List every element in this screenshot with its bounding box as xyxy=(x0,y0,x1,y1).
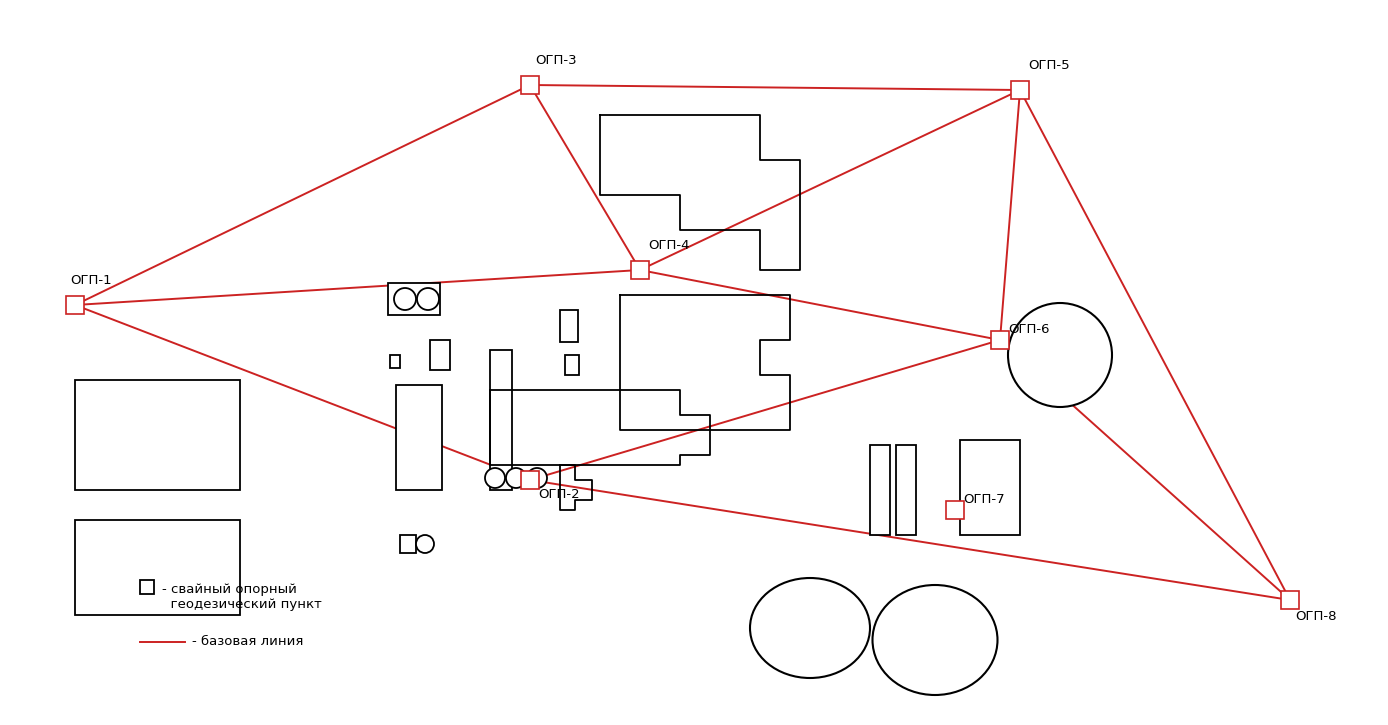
Text: ОГП-6: ОГП-6 xyxy=(1008,323,1049,336)
Text: ОГП-7: ОГП-7 xyxy=(963,493,1005,506)
Bar xyxy=(520,471,539,489)
Bar xyxy=(559,310,577,342)
Bar xyxy=(389,283,440,315)
Bar xyxy=(991,331,1009,349)
Bar xyxy=(632,261,650,279)
Bar xyxy=(947,501,965,519)
Bar xyxy=(390,355,400,368)
Bar xyxy=(75,520,240,615)
Text: - свайный опорный
  геодезический пункт: - свайный опорный геодезический пункт xyxy=(162,583,322,611)
Bar xyxy=(67,296,85,314)
Bar xyxy=(396,385,441,490)
Text: ОГП-2: ОГП-2 xyxy=(539,488,580,501)
Bar xyxy=(565,355,579,375)
Circle shape xyxy=(416,288,439,310)
Bar xyxy=(520,76,539,94)
Bar xyxy=(490,350,512,490)
Circle shape xyxy=(1008,303,1112,407)
Bar xyxy=(1281,591,1299,609)
Text: ОГП-8: ОГП-8 xyxy=(1295,610,1337,623)
Bar xyxy=(897,445,916,535)
Bar xyxy=(75,380,240,490)
Bar xyxy=(960,440,1020,535)
Circle shape xyxy=(527,468,547,488)
Text: ОГП-3: ОГП-3 xyxy=(534,54,576,67)
Text: ОГП-4: ОГП-4 xyxy=(648,239,690,252)
Text: ОГП-1: ОГП-1 xyxy=(69,274,111,287)
Bar xyxy=(400,535,416,553)
Circle shape xyxy=(416,535,434,553)
Circle shape xyxy=(507,468,526,488)
Bar xyxy=(140,580,154,594)
Circle shape xyxy=(394,288,416,310)
Bar xyxy=(870,445,890,535)
Bar xyxy=(1010,81,1029,99)
Ellipse shape xyxy=(873,585,998,695)
Ellipse shape xyxy=(750,578,870,678)
Text: - базовая линия: - базовая линия xyxy=(192,635,304,648)
Bar xyxy=(430,340,450,370)
Circle shape xyxy=(484,468,505,488)
Text: ОГП-5: ОГП-5 xyxy=(1029,59,1070,72)
